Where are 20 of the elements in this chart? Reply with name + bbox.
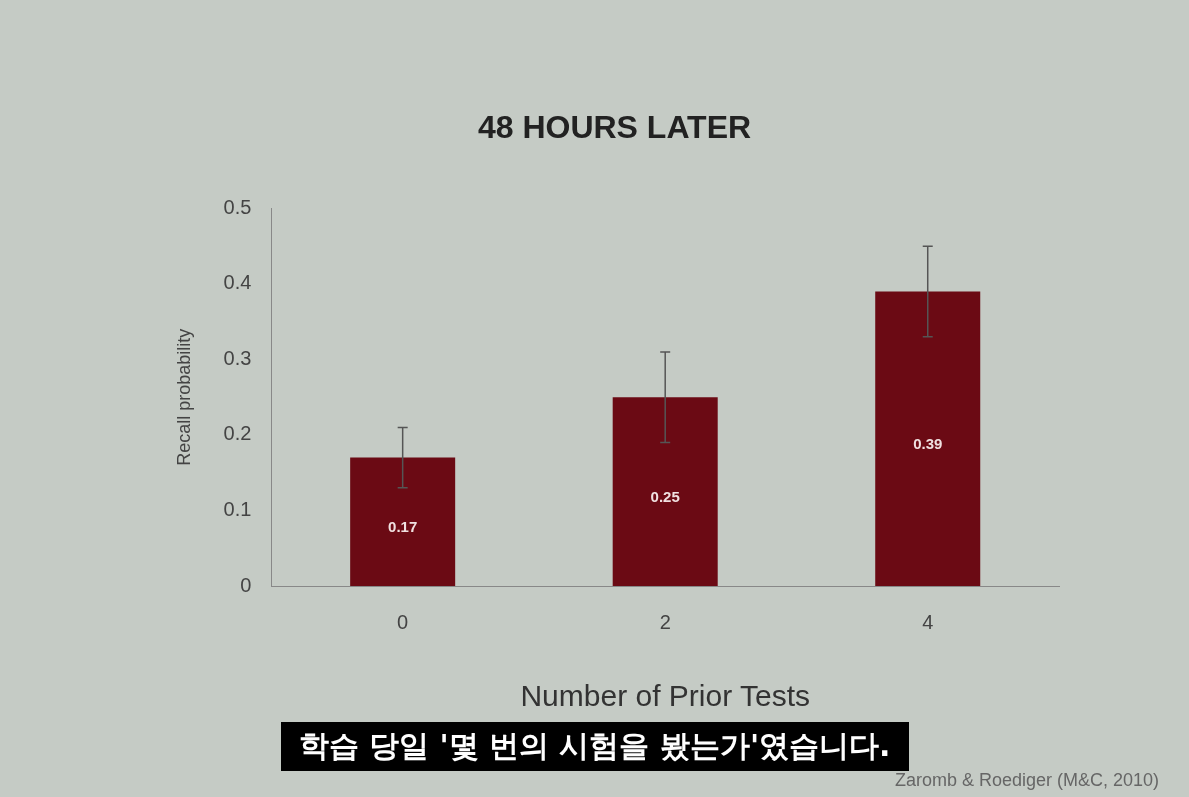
y-tick-label: 0.5 — [223, 195, 252, 218]
x-tick-label: 0 — [397, 610, 409, 633]
y-tick-label: 0.2 — [223, 422, 252, 445]
text: 학습 당일 '몇 번의 시험을 봤는가'였습니다. — [280, 722, 909, 771]
bar — [612, 397, 718, 586]
data-label: 0.17 — [388, 517, 418, 535]
y-axis-title: Recall probability — [173, 328, 194, 466]
y-tick-label: 0 — [240, 573, 252, 596]
data-label: 0.39 — [913, 434, 943, 452]
chart-title: 48 HOURS LATER — [477, 109, 752, 146]
bar — [875, 291, 981, 586]
x-tick-label: 4 — [922, 610, 934, 633]
x-axis-title: Number of Prior Tests — [520, 679, 810, 713]
y-tick-label: 0.1 — [223, 498, 252, 520]
y-tick-label: 0.3 — [223, 346, 252, 369]
text: Zaromb & Roediger (M&C, 2010) — [894, 770, 1159, 791]
x-tick-label: 2 — [659, 610, 671, 633]
y-tick-label: 0.4 — [223, 271, 252, 294]
data-label: 0.25 — [650, 487, 680, 505]
bar — [350, 457, 456, 586]
